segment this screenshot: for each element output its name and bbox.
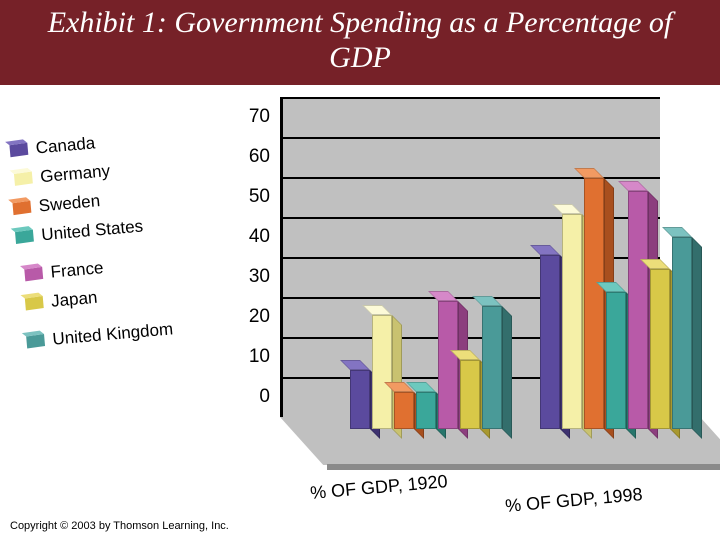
bar [416, 392, 436, 429]
legend-swatch [14, 171, 33, 185]
legend-item: United Kingdom [26, 319, 174, 352]
legend-label: United States [41, 216, 144, 245]
legend-swatch [25, 296, 44, 310]
bar [628, 191, 648, 429]
legend-item: Japan [24, 281, 170, 314]
legend-item: United States [15, 215, 165, 248]
chart-title: Exhibit 1: Government Spending as a Perc… [0, 0, 720, 85]
y-tick: 30 [230, 257, 270, 297]
chart-floor-front [327, 464, 720, 470]
y-tick: 0 [230, 377, 270, 417]
legend-label: France [50, 258, 104, 283]
legend-item: Canada [9, 128, 157, 161]
legend-label: Sweden [38, 191, 101, 216]
legend: Canada Germany SwedenUnited States France Ja… [8, 119, 174, 361]
chart-area: Canada Germany SwedenUnited States France Ja… [0, 85, 720, 505]
legend-swatch [9, 143, 28, 157]
bar [350, 370, 370, 429]
x-category-2: % OF GDP, 1998 [504, 484, 643, 517]
legend-label: Canada [35, 133, 96, 158]
y-tick: 20 [230, 297, 270, 337]
bar [540, 255, 560, 429]
y-tick: 70 [230, 97, 270, 137]
x-category-1: % OF GDP, 1920 [309, 471, 448, 504]
legend-item: Sweden [12, 186, 162, 219]
legend-label: Japan [50, 288, 98, 312]
bar [606, 292, 626, 429]
bar [482, 306, 502, 429]
legend-item: Germany [14, 157, 160, 190]
legend-swatch [12, 201, 31, 215]
y-tick: 40 [230, 217, 270, 257]
bar [672, 237, 692, 429]
y-axis-ticks: 706050403020100 [230, 97, 270, 417]
legend-item: France [24, 253, 168, 285]
bar [584, 178, 604, 429]
bar [394, 392, 414, 429]
legend-swatch [15, 230, 34, 244]
bar [562, 214, 582, 429]
legend-label: United Kingdom [52, 319, 174, 349]
bar [650, 269, 670, 429]
legend-swatch [24, 267, 43, 281]
y-tick: 50 [230, 177, 270, 217]
y-tick: 60 [230, 137, 270, 177]
legend-label: Germany [39, 161, 110, 187]
y-tick: 10 [230, 337, 270, 377]
copyright-text: Copyright © 2003 by Thomson Learning, In… [10, 520, 229, 532]
bar [460, 360, 480, 429]
bar [438, 301, 458, 429]
legend-swatch [26, 334, 45, 348]
bar [372, 315, 392, 429]
bars [340, 97, 700, 437]
